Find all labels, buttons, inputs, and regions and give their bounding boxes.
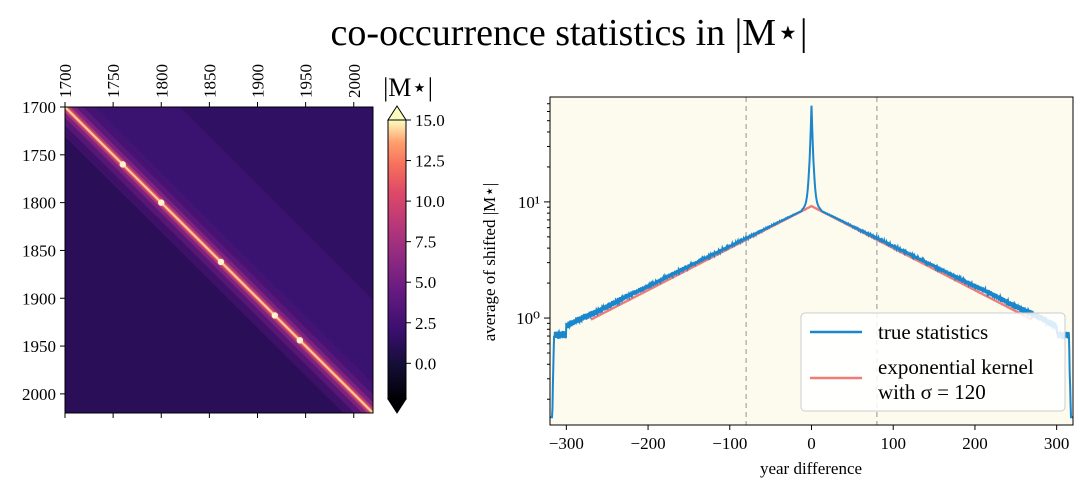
heatmap-upper-corner <box>180 107 373 300</box>
heatmap-bright-spot <box>119 161 126 168</box>
heatmap-frame <box>64 106 374 414</box>
legend-label-sigma: with σ = 120 <box>878 380 986 404</box>
colorbar-tick-label: 12.5 <box>415 152 445 171</box>
y-tick-label: 10¹ <box>518 193 540 212</box>
colorbar-tick-label: 10.0 <box>415 192 445 211</box>
legend-box <box>800 312 1066 412</box>
heatmap-ytick-label: 2000 <box>22 385 56 404</box>
heatmap-ytick-label: 1850 <box>22 241 56 260</box>
heatmap-bright-spot <box>217 258 225 266</box>
heatmap-ytick-label: 1750 <box>22 146 56 165</box>
heatmap-xtick-label: 1750 <box>104 64 123 98</box>
legend-label-true: true statistics <box>878 320 988 344</box>
heatmap-ytick-label: 1900 <box>22 289 56 308</box>
colorbar-tick-label: 15.0 <box>415 111 445 130</box>
series-exponential-kernel <box>590 204 1033 321</box>
heatmap-xtick-label: 2000 <box>345 64 364 98</box>
x-tick-label: −200 <box>631 434 666 453</box>
colorbar-tick-label: 2.5 <box>415 314 436 333</box>
heatmap-bright-spot <box>296 337 304 344</box>
figure-title: co-occurrence statistics in |M⋆| <box>331 12 808 54</box>
x-tick-label: 100 <box>880 434 906 453</box>
series-true-statistics <box>550 105 1073 419</box>
heatmap-ytick-label: 1800 <box>22 194 56 213</box>
y-tick-label: 10⁰ <box>516 309 540 328</box>
line-plot-panel: −300 −200 −100 0 100 200 300 10⁰ 10¹ year diffe… <box>480 96 1074 478</box>
heatmap-xtick-label: 1700 <box>56 64 75 98</box>
colorbar-tick-label: 0.0 <box>415 354 436 373</box>
y-axis-label: average of shifted |M⋆| <box>480 183 499 342</box>
heatmap-panel: 1700 1750 1800 1850 1900 1950 2000 1700 1750 180… <box>22 64 374 418</box>
colorbar-label: |M⋆| <box>383 73 433 102</box>
heatmap-xtick-label: 1950 <box>297 64 316 98</box>
heatmap-ytick-label: 1700 <box>22 98 56 117</box>
colorbar-extend-bottom <box>387 398 407 414</box>
heatmap-xtick-label: 1900 <box>249 64 268 98</box>
heatmap-xtick-label: 1850 <box>200 64 219 98</box>
x-tick-label: −100 <box>712 434 747 453</box>
heatmap-bright-spot <box>271 312 279 319</box>
colorbar-tick-label: 7.5 <box>415 233 436 252</box>
colorbar-extend-top <box>387 105 407 121</box>
x-tick-label: 300 <box>1044 434 1070 453</box>
legend-label-kernel: exponential kernel <box>878 355 1034 379</box>
heatmap-bright-spot <box>158 199 165 206</box>
x-tick-label: −300 <box>549 434 584 453</box>
x-axis-label: year difference <box>760 459 862 478</box>
colorbar: |M⋆| 15.0 12.5 10.0 7.5 5.0 2.5 0.0 <box>383 73 445 414</box>
x-tick-label: 200 <box>962 434 988 453</box>
colorbar-body <box>387 119 407 400</box>
legend: true statistics exponential kernel with … <box>800 312 1066 412</box>
x-tick-label: 0 <box>807 434 816 453</box>
heatmap-ytick-label: 1950 <box>22 337 56 356</box>
colorbar-tick-label: 5.0 <box>415 273 436 292</box>
heatmap-xtick-label: 1800 <box>152 64 171 98</box>
